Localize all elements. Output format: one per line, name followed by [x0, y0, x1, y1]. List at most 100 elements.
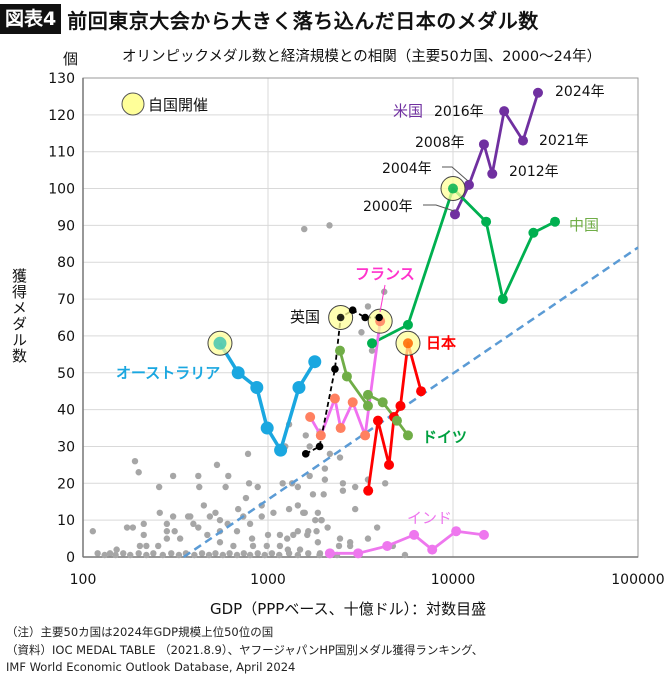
other-country-point — [401, 551, 409, 559]
other-country-point — [184, 513, 192, 520]
other-country-point — [339, 487, 347, 494]
data-point — [341, 371, 352, 382]
other-country-point — [364, 535, 372, 542]
other-country-point — [306, 472, 313, 480]
data-point — [448, 183, 458, 194]
source-line-2: IMF World Economic Outlook Database, Apr… — [6, 660, 296, 674]
data-point — [301, 450, 310, 458]
legend-host-circle — [121, 92, 145, 116]
other-country-point — [358, 329, 365, 336]
legend-host-label: 自国開催 — [148, 96, 208, 114]
label-2004: 2004年 — [382, 161, 432, 177]
label-japan: 日本 — [426, 334, 456, 352]
data-point — [347, 397, 358, 408]
data-point — [331, 365, 339, 373]
data-point — [382, 540, 393, 551]
other-country-point — [312, 516, 319, 524]
label-2021: 2021年 — [539, 133, 589, 149]
other-country-point — [205, 551, 213, 559]
other-country-point — [171, 528, 178, 535]
other-country-point — [346, 542, 354, 550]
figure-number: 図表4 — [0, 4, 62, 34]
other-country-point — [198, 550, 206, 557]
other-country-point — [101, 551, 108, 559]
y-tick-label: 130 — [48, 71, 75, 87]
other-country-point — [131, 458, 139, 465]
other-country-point — [195, 472, 202, 480]
data-point — [363, 485, 374, 496]
other-country-point — [222, 483, 229, 491]
other-country-point — [316, 550, 324, 557]
x-tick-label: 100 — [70, 572, 97, 588]
leader-2000 — [423, 204, 455, 212]
other-country-point — [150, 550, 157, 557]
other-country-point — [263, 542, 270, 550]
data-point — [481, 216, 492, 227]
x-tick-label: 1000 — [250, 572, 286, 588]
label-france: フランス — [355, 265, 415, 283]
data-point — [353, 548, 364, 559]
other-country-point — [258, 513, 265, 520]
x-axis-label: GDP（PPPベース、十億ドル）：対数目盛 — [210, 600, 487, 618]
data-point — [336, 313, 345, 322]
other-country-point — [168, 550, 175, 557]
data-point — [528, 227, 539, 238]
label-2000: 2000年 — [363, 199, 413, 215]
y-tick-label: 120 — [48, 108, 75, 124]
other-country-point — [285, 505, 293, 513]
other-country-point — [351, 483, 359, 491]
y-axis-label: 獲得メダル数 — [10, 268, 28, 364]
other-country-point — [314, 509, 322, 516]
other-country-point — [268, 550, 276, 557]
other-country-point — [136, 542, 144, 550]
data-point — [391, 415, 402, 426]
other-country-point — [140, 520, 147, 528]
other-country-point — [335, 542, 343, 550]
other-country-point — [254, 550, 261, 557]
data-point — [375, 313, 383, 322]
data-point — [274, 443, 288, 457]
y-tick-label: 20 — [57, 476, 75, 492]
other-country-point — [309, 491, 317, 498]
other-country-point — [279, 480, 286, 487]
axis-ticks: 0 10 20 30 40 50 60 70 80 90 100 110 120 130 100 1000 10… — [48, 71, 664, 588]
label-germany: ドイツ — [422, 428, 467, 446]
data-point — [260, 421, 274, 435]
other-country-point — [163, 528, 171, 535]
other-country-point — [159, 551, 167, 559]
other-country-point — [175, 551, 183, 559]
annotations: 自国開催 米国 2016年 2024年 2008年 2021年 2004年 20… — [116, 84, 605, 527]
other-country-point — [294, 528, 302, 535]
y-tick-label: 50 — [57, 366, 75, 382]
data-point — [362, 389, 373, 400]
other-country-point — [219, 551, 227, 559]
other-country-point — [326, 450, 334, 458]
source-line-1: （資料）IOC MEDAL TABLE （2021.8.9）、ヤフージャパンHP… — [6, 643, 484, 657]
other-country-point — [129, 524, 137, 531]
other-country-point — [261, 551, 268, 559]
other-country-point — [163, 535, 171, 542]
other-country-point — [296, 546, 304, 553]
other-country-point — [94, 550, 101, 557]
data-point — [409, 529, 420, 540]
data-point — [384, 459, 395, 470]
y-tick-label: 80 — [57, 255, 75, 271]
other-country-point — [314, 539, 322, 546]
data-point — [315, 442, 324, 451]
data-point — [367, 338, 378, 349]
other-country-point — [242, 494, 250, 502]
data-point — [518, 135, 529, 146]
data-point — [463, 179, 474, 190]
other-country-point — [294, 551, 302, 559]
data-point — [487, 168, 498, 179]
label-2008: 2008年 — [415, 135, 465, 151]
other-country-point — [246, 520, 254, 528]
host-markers — [207, 87, 561, 559]
other-country-point — [339, 480, 347, 487]
label-2016: 2016年 — [434, 104, 484, 120]
data-point — [499, 106, 510, 117]
data-point — [532, 87, 543, 98]
label-china: 中国 — [569, 216, 599, 234]
other-country-point — [140, 531, 147, 539]
other-country-point — [364, 303, 372, 310]
